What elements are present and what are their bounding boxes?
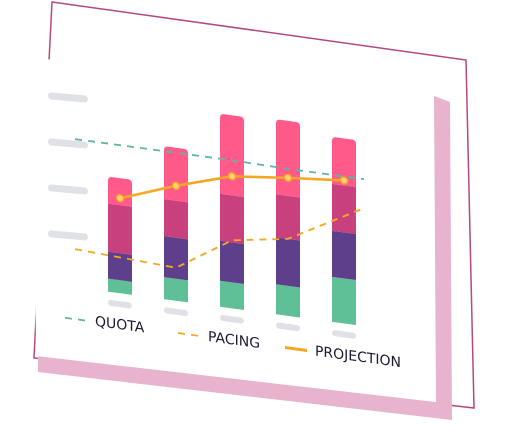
bar-segment [276,119,300,198]
category-placeholder [332,330,356,339]
placeholders [48,92,88,241]
bar-segment [164,146,188,203]
bar-segment [164,236,188,281]
line-marker [339,176,349,185]
bar-segment [164,277,188,303]
category-placeholder [108,299,132,309]
category-placeholder [164,307,188,317]
legend-label: QUOTA [95,314,145,337]
line [74,207,365,269]
bar-segment [164,199,188,240]
bar-segment [108,203,132,255]
line [75,138,364,181]
legend-swatch [285,345,307,352]
placeholder [48,230,88,241]
bar-segment [276,284,300,318]
placeholder [48,138,88,149]
bar-segment [220,114,244,197]
bar-segment [108,278,132,295]
placeholder [48,184,88,195]
bar-segment [276,237,300,288]
bar-segment [220,193,244,244]
bar-segment [276,194,300,241]
line-marker [283,173,293,183]
legend-label: PACING [208,329,260,352]
line-marker [115,193,125,203]
bar-segment [108,177,132,207]
bar-segment [332,183,356,235]
bar-segment [332,276,356,326]
category-placeholder [220,315,244,324]
bar-segment [108,251,132,282]
bar-segment [332,137,356,188]
bar-segment [332,230,356,281]
line-marker [227,172,237,181]
legend-swatch [178,332,200,337]
bar-segment [220,280,244,310]
legend-swatch [65,316,87,322]
placeholder [48,92,88,103]
line-marker [171,181,181,191]
category-placeholder [276,322,300,332]
bar-segment [220,240,244,284]
